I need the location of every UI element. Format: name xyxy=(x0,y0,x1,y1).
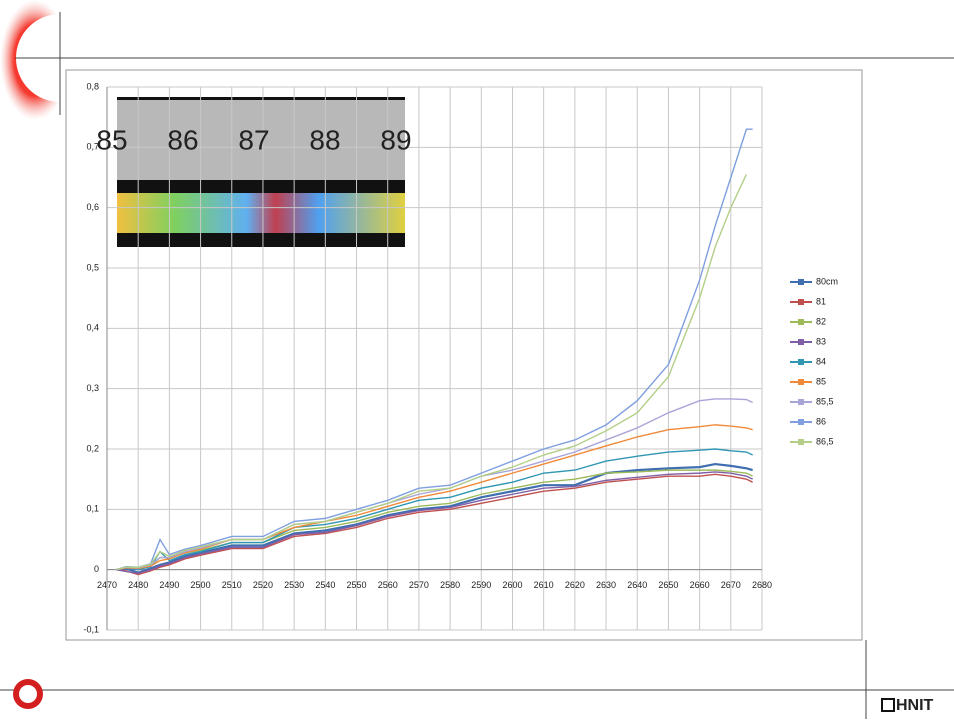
x-tick-label: 2490 xyxy=(159,580,179,590)
y-tick-label: 0,8 xyxy=(86,81,99,91)
legend-label: 85 xyxy=(816,376,826,386)
x-tick-label: 2630 xyxy=(596,580,616,590)
x-tick-label: 2590 xyxy=(471,580,491,590)
y-tick-label: 0,6 xyxy=(86,202,99,212)
x-tick-label: 2500 xyxy=(191,580,211,590)
x-tick-label: 2480 xyxy=(128,580,148,590)
legend-marker xyxy=(798,299,804,305)
legend-label: 86 xyxy=(816,416,826,426)
x-tick-label: 2650 xyxy=(658,580,678,590)
legend-label: 85,5 xyxy=(816,396,834,406)
legend-label: 82 xyxy=(816,316,826,326)
legend-marker xyxy=(798,339,804,345)
y-tick-label: 0,5 xyxy=(86,262,99,272)
legend-marker xyxy=(798,419,804,425)
x-tick-label: 2660 xyxy=(690,580,710,590)
legend-label: 81 xyxy=(816,296,826,306)
y-tick-label: -0,1 xyxy=(83,624,99,634)
x-tick-label: 2510 xyxy=(222,580,242,590)
x-tick-label: 2530 xyxy=(284,580,304,590)
x-tick-label: 2540 xyxy=(315,580,335,590)
y-tick-label: 0,2 xyxy=(86,443,99,453)
page: {"chart_data": {"type": "line", "x": [24… xyxy=(0,0,954,719)
legend-label: 83 xyxy=(816,336,826,346)
y-tick-label: 0 xyxy=(94,564,99,574)
x-tick-label: 2600 xyxy=(502,580,522,590)
x-tick-label: 2580 xyxy=(440,580,460,590)
ruler-label: 85 xyxy=(96,124,127,155)
ruler-label: 89 xyxy=(380,124,411,155)
legend-marker xyxy=(798,359,804,365)
x-tick-label: 2570 xyxy=(409,580,429,590)
legend-label: 84 xyxy=(816,356,826,366)
x-tick-label: 2560 xyxy=(378,580,398,590)
legend-label: 80cm xyxy=(816,276,838,286)
x-tick-label: 2550 xyxy=(347,580,367,590)
legend-marker xyxy=(798,379,804,385)
inset-photo xyxy=(117,97,405,247)
legend-marker xyxy=(798,319,804,325)
y-tick-label: 0,1 xyxy=(86,504,99,514)
ruler-label: 88 xyxy=(309,124,340,155)
x-tick-label: 2520 xyxy=(253,580,273,590)
legend-marker xyxy=(798,399,804,405)
ruler-label: 87 xyxy=(238,124,269,155)
legend-label: 86,5 xyxy=(816,436,834,446)
x-tick-label: 2620 xyxy=(565,580,585,590)
y-tick-label: 0,3 xyxy=(86,383,99,393)
ruler-label: 86 xyxy=(167,124,198,155)
x-tick-label: 2640 xyxy=(627,580,647,590)
y-tick-label: 0,4 xyxy=(86,323,99,333)
x-tick-label: 2670 xyxy=(721,580,741,590)
logo-box xyxy=(882,699,894,711)
x-tick-label: 2680 xyxy=(752,580,772,590)
logo-left xyxy=(19,685,37,703)
legend-marker xyxy=(798,279,804,285)
slide: HNIT -0,100,10,20,30,40,50,60,70,8247024… xyxy=(0,0,954,719)
logo-text: HNIT xyxy=(896,697,934,714)
legend-marker xyxy=(798,439,804,445)
x-tick-label: 2610 xyxy=(534,580,554,590)
